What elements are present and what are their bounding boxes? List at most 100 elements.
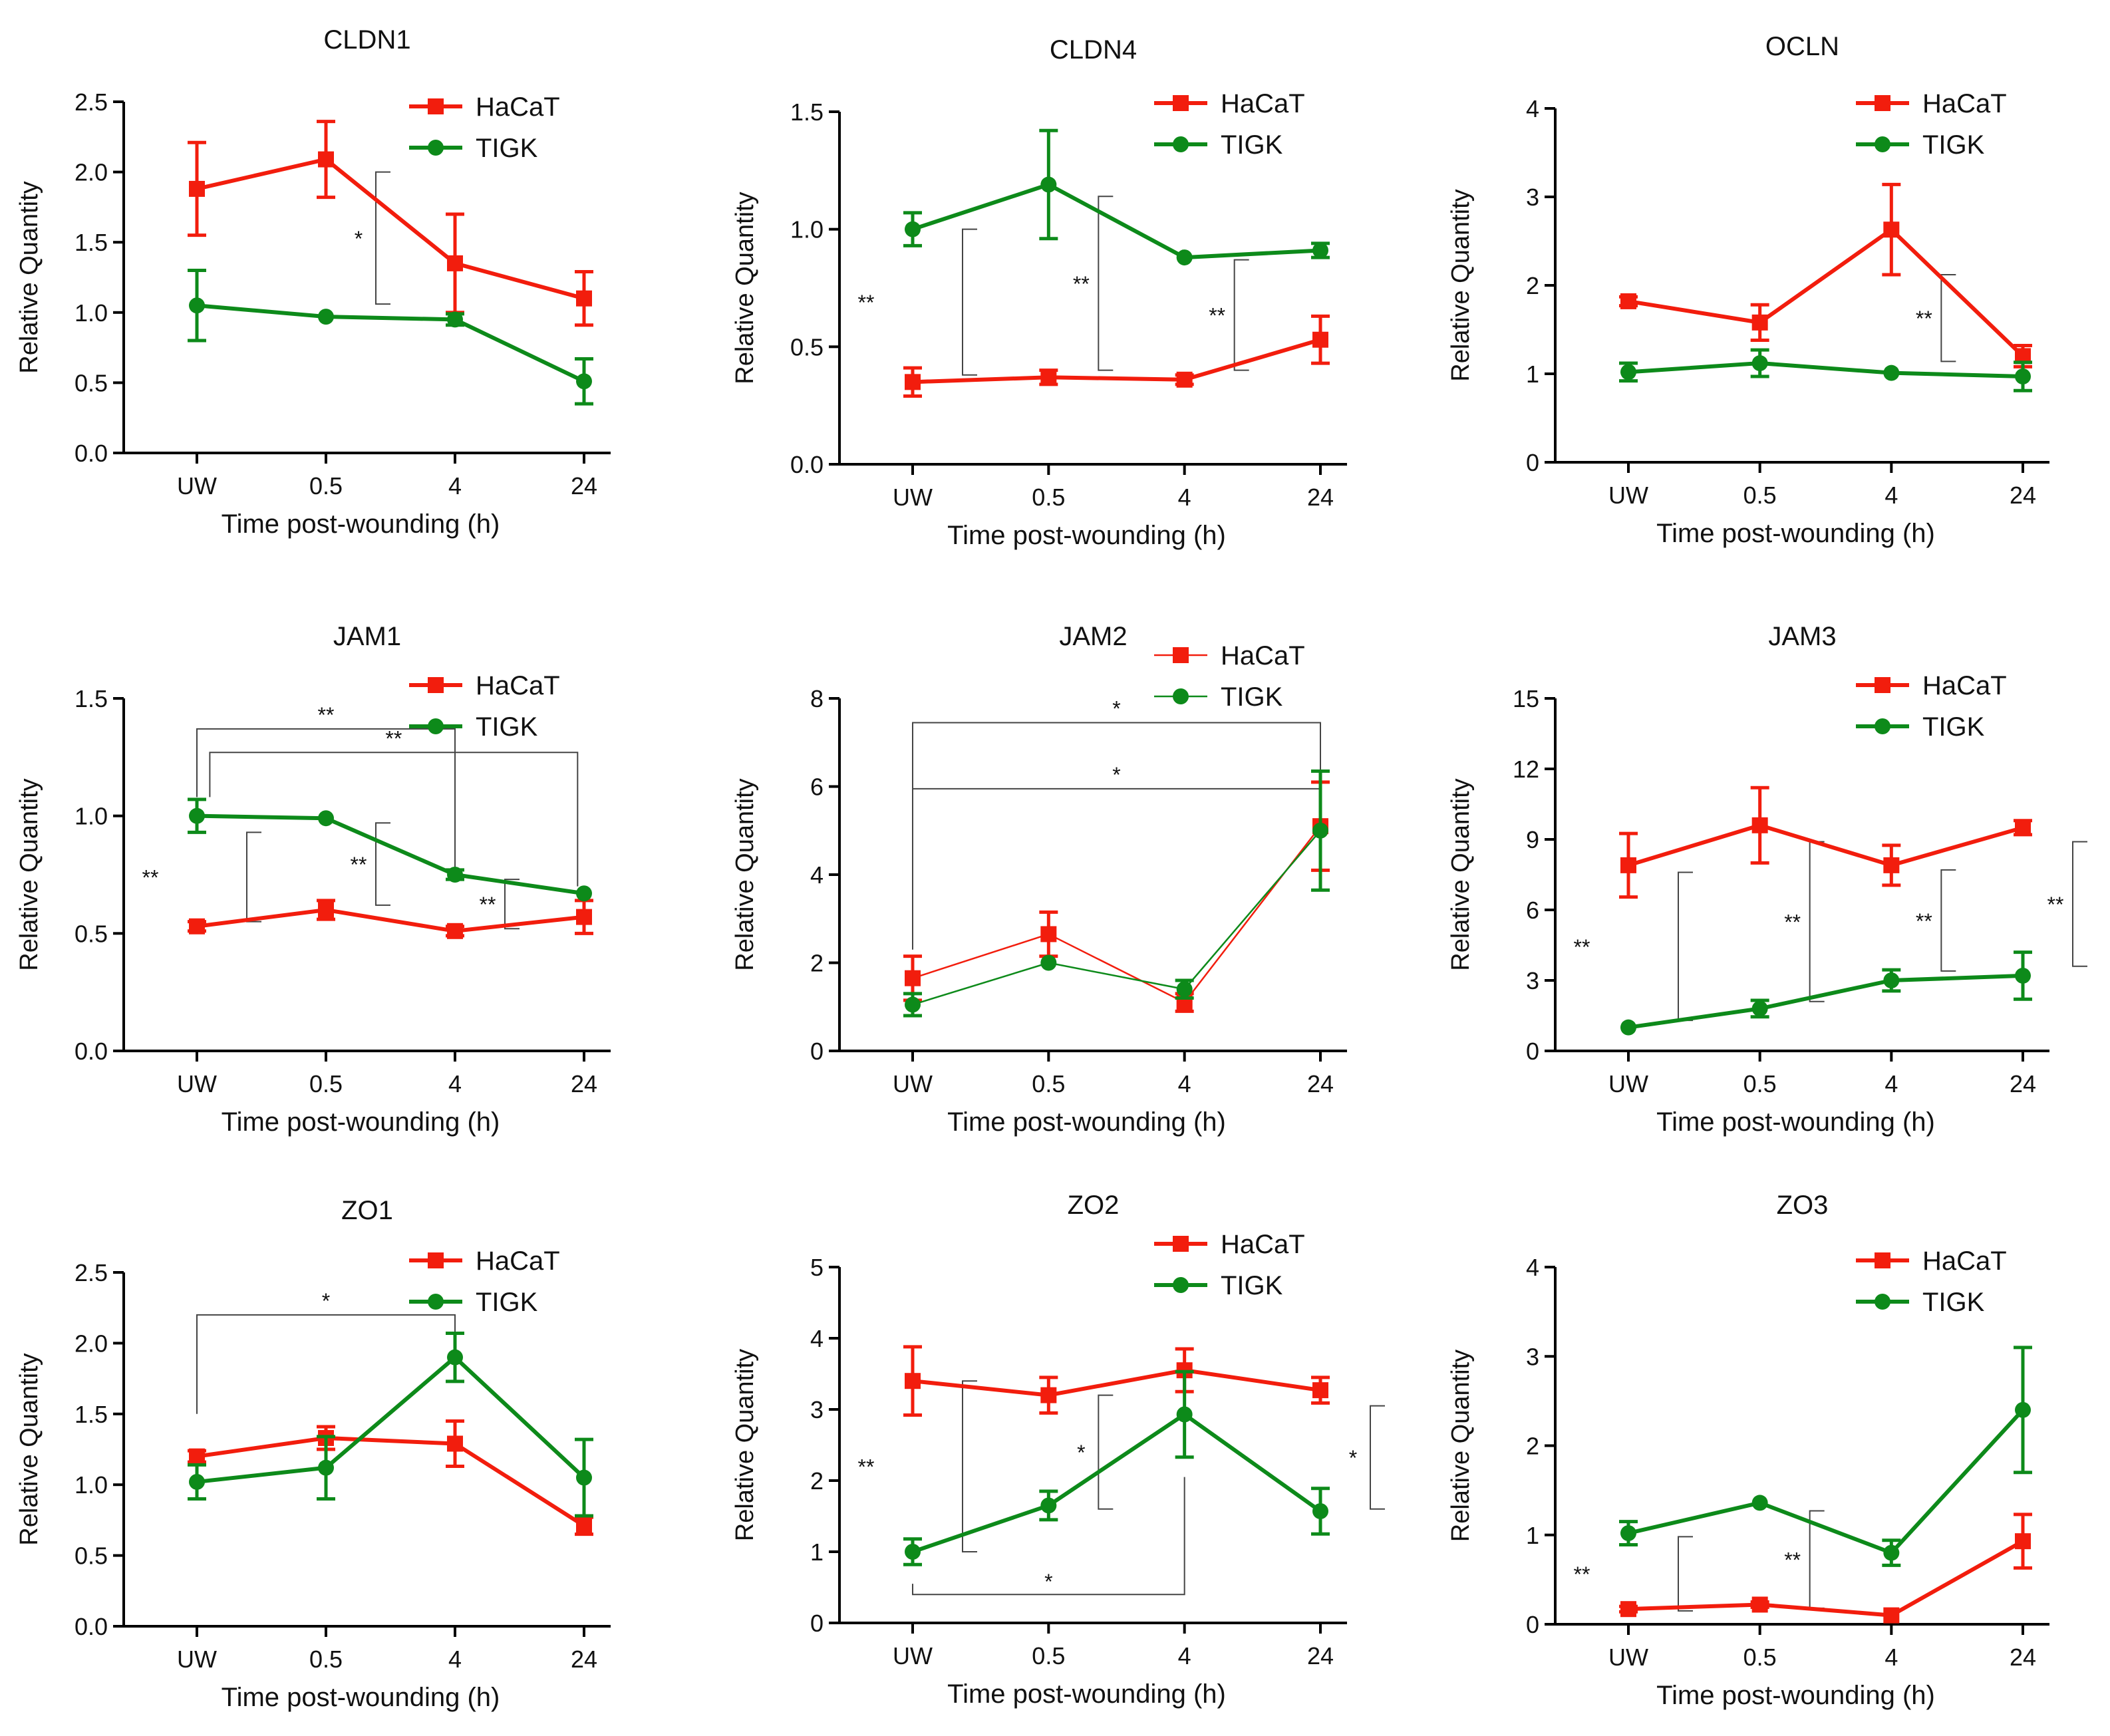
- data-point-square: [1040, 369, 1057, 386]
- significance-bracket: *: [355, 171, 390, 305]
- x-tick-label: 0.5: [1032, 1070, 1065, 1097]
- y-tick-label: 2: [810, 950, 824, 977]
- significance-bracket: *: [912, 1477, 1185, 1596]
- data-point-circle: [576, 885, 592, 902]
- significance-bracket: *: [196, 1289, 456, 1414]
- x-axis-label: Time post-wounding (h): [947, 1107, 1226, 1137]
- bracket-line: [1370, 1405, 1385, 1510]
- y-tick-label: 12: [1513, 756, 1539, 783]
- series-tigk: [903, 128, 1330, 266]
- y-tick-label: 0.5: [75, 1542, 108, 1570]
- y-tick-label: 1.0: [790, 216, 824, 243]
- significance-bracket: *: [912, 763, 1321, 950]
- series-tigk: [903, 769, 1330, 1018]
- chart-title: JAM3: [1768, 622, 1836, 651]
- significance-bracket: **: [858, 228, 977, 376]
- significance-bracket: **: [1916, 869, 1956, 972]
- data-point-circle: [1176, 249, 1193, 266]
- series-line: [196, 1435, 585, 1528]
- x-tick-label: 0.5: [1743, 1644, 1777, 1671]
- series-line: [1628, 973, 2024, 1030]
- data-point-circle: [576, 1469, 592, 1486]
- chart-panel-cldn1: CLDN1 0.0 0.5 1.0 1.5 2.0 2.5 UW 0.5 4 24 Time post…: [15, 25, 611, 539]
- series-tigk: [1619, 1346, 2032, 1567]
- data-point-circle: [1751, 1000, 1768, 1017]
- y-tick-label: 1.5: [75, 229, 108, 256]
- x-tick-label: 24: [1307, 484, 1334, 511]
- significance-bracket: **: [1916, 274, 1956, 362]
- x-tick-label: UW: [1608, 1070, 1648, 1097]
- significance-bracket: **: [858, 1380, 977, 1552]
- significance-label: **: [1916, 307, 1932, 331]
- series-line: [1628, 227, 2025, 358]
- x-tick-label: 4: [1178, 484, 1191, 511]
- significance-bracket: *: [1349, 1405, 1385, 1510]
- data-point-square: [905, 1373, 921, 1389]
- chart-panel-zo1: ZO1 0.0 0.5 1.0 1.5 2.0 2.5 UW 0.5 4 24 Time post-w…: [15, 1196, 611, 1712]
- data-point-circle: [2015, 967, 2031, 984]
- x-axis-label: Time post-wounding (h): [1656, 519, 1935, 548]
- series-hacat: [188, 120, 593, 327]
- data-point-circle: [905, 221, 921, 237]
- legend-label-tigk: TIGK: [1922, 712, 1985, 742]
- data-point-square: [1040, 926, 1057, 942]
- y-axis-label: Relative Quantity: [731, 778, 759, 970]
- x-tick-label: UW: [893, 1642, 933, 1669]
- y-tick-label: 0: [1526, 1611, 1539, 1638]
- x-tick-label: 4: [1178, 1642, 1191, 1669]
- data-point-square: [1176, 371, 1193, 388]
- data-point-circle: [1883, 972, 1900, 988]
- data-point-square: [189, 1448, 205, 1465]
- bracket-line: [1940, 274, 1956, 362]
- legend-marker-square: [1173, 95, 1189, 111]
- x-tick-label: 4: [448, 472, 462, 500]
- x-tick-label: 24: [571, 472, 597, 500]
- legend-label-hacat: HaCaT: [476, 92, 560, 122]
- legend: HaCaT TIGK: [1856, 89, 2007, 160]
- bracket-line: [246, 831, 261, 923]
- bracket-line: [2072, 841, 2087, 967]
- significance-bracket: **: [1073, 196, 1114, 371]
- x-tick-label: UW: [1608, 1644, 1648, 1671]
- series-line: [1628, 823, 2024, 867]
- chart-panel-cldn4: CLDN4 0.0 0.5 1.0 1.5 UW 0.5 4 24 Time post-wound…: [731, 35, 1347, 550]
- legend-label-tigk: TIGK: [1221, 682, 1283, 712]
- series-line: [1628, 1539, 2024, 1618]
- y-tick-label: 3: [1526, 1343, 1539, 1370]
- x-tick-label: 24: [571, 1070, 597, 1097]
- series-line: [912, 829, 1321, 1006]
- y-tick-label: 0.0: [75, 1613, 108, 1640]
- bracket-line: [375, 171, 390, 305]
- y-tick-label: 1: [1526, 1522, 1539, 1549]
- x-axis-label: Time post-wounding (h): [947, 1679, 1226, 1709]
- y-tick-label: 9: [1526, 826, 1539, 853]
- y-tick-label: 4: [810, 1325, 824, 1352]
- legend-label-hacat: HaCaT: [476, 671, 560, 700]
- data-point-circle: [1751, 1495, 1768, 1511]
- chart-title: OCLN: [1765, 32, 1839, 61]
- data-point-circle: [1176, 1406, 1193, 1423]
- legend-label-tigk: TIGK: [476, 1288, 538, 1317]
- data-point-square: [318, 902, 334, 918]
- significance-label: *: [322, 1289, 330, 1313]
- significance-label: **: [480, 893, 496, 917]
- y-tick-label: 2.0: [75, 159, 108, 186]
- data-point-square: [1883, 1607, 1900, 1624]
- chart-title: CLDN4: [1050, 35, 1137, 65]
- data-point-circle: [318, 810, 334, 827]
- series-hacat: [188, 1419, 593, 1536]
- bracket-line: [196, 1314, 456, 1414]
- significance-label: **: [1209, 304, 1225, 328]
- series-line: [912, 825, 1321, 1004]
- data-point-square: [447, 923, 463, 939]
- data-point-square: [576, 1517, 592, 1534]
- data-point-circle: [1312, 242, 1328, 259]
- data-point-circle: [1751, 355, 1768, 372]
- chart-panel-jam3: JAM3 0 3 6 9 12 15 UW 0.5 4 24 Time post-wounding (…: [1447, 622, 2087, 1137]
- y-tick-label: 2.0: [75, 1330, 108, 1357]
- series-tigk: [188, 268, 593, 406]
- x-tick-label: 4: [448, 1070, 462, 1097]
- chart-panel-jam1: JAM1 0.0 0.5 1.0 1.5 UW 0.5 4 24 Time post-woundi…: [15, 622, 611, 1137]
- x-tick-label: 4: [1884, 1070, 1898, 1097]
